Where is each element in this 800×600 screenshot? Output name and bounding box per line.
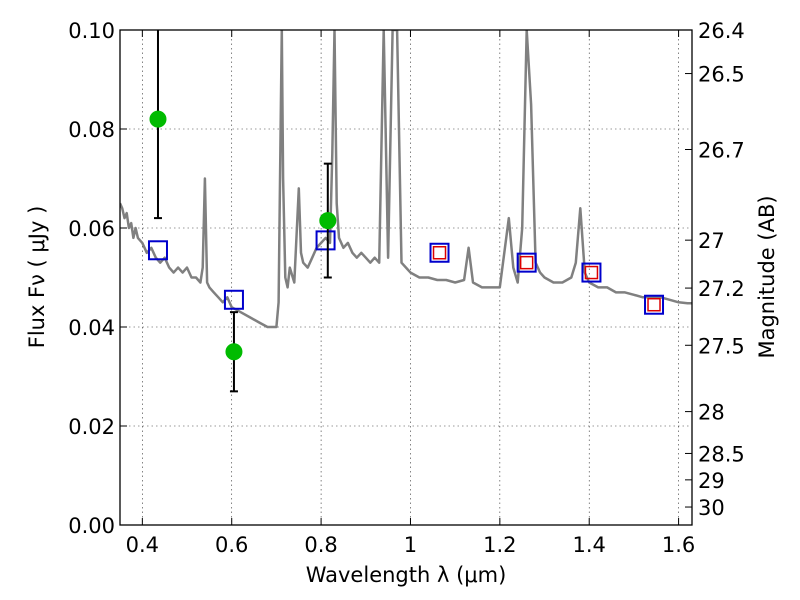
x-tick-label: 1.4 — [573, 533, 606, 557]
x-tick-label: 1 — [404, 533, 417, 557]
y2-tick-label: 26.5 — [698, 63, 745, 87]
y2-tick-label: 27.2 — [698, 277, 745, 301]
x-tick-label: 0.4 — [126, 533, 159, 557]
model-photometry-inner-square — [432, 246, 447, 260]
y2-tick-label: 27 — [698, 229, 725, 253]
y-tick-label: 0.06 — [68, 217, 115, 241]
model-photometry-square — [223, 289, 244, 310]
y-tick-label: 0.00 — [68, 514, 115, 538]
y2-tick-label: 30 — [698, 496, 725, 520]
y-axis-label: Flux Fν ( μJy ) — [25, 206, 49, 349]
x-axis-label: Wavelength λ (μm) — [306, 563, 507, 587]
axis-ticks: 0.4 0.6 0.8 1 1.2 1.4 1.6 0.00 0.02 0.04 0.06 0.08 0… — [68, 19, 745, 557]
model-photometry-square — [147, 240, 168, 261]
observed-point — [225, 343, 243, 361]
model-photometry-square — [644, 294, 665, 315]
points-layer — [147, 30, 665, 393]
observed-point — [149, 110, 167, 128]
y2-tick-label: 27.5 — [698, 334, 745, 358]
x-tick-label: 0.6 — [215, 533, 248, 557]
x-tick-label: 0.8 — [304, 533, 337, 557]
y-tick-label: 0.08 — [68, 118, 115, 142]
y2-tick-label: 28 — [698, 401, 725, 425]
y2-tick-label: 29 — [698, 469, 725, 493]
model-photometry-square — [315, 230, 336, 251]
y2-tick-label: 28.5 — [698, 442, 745, 466]
model-photometry-inner-square — [519, 255, 534, 270]
y2-axis-label: Magnitude (AB) — [755, 195, 779, 358]
y-tick-label: 0.02 — [68, 415, 115, 439]
plot-frame — [119, 29, 693, 526]
spectrum-layer — [120, 30, 692, 329]
model-photometry-square — [516, 252, 537, 273]
model-photometry-inner-square — [584, 265, 599, 280]
spectrum-line — [120, 30, 692, 329]
x-tick-label: 1.6 — [662, 533, 695, 557]
y2-tick-label: 26.4 — [698, 19, 745, 43]
model-photometry-square — [429, 242, 450, 263]
y-tick-label: 0.10 — [68, 19, 115, 43]
x-tick-label: 1.2 — [483, 533, 516, 557]
observed-point — [319, 212, 337, 230]
model-photometry-inner-square — [647, 297, 661, 312]
model-photometry-square — [581, 262, 602, 283]
y2-tick-label: 26.7 — [698, 139, 745, 163]
y-tick-label: 0.04 — [68, 316, 115, 340]
